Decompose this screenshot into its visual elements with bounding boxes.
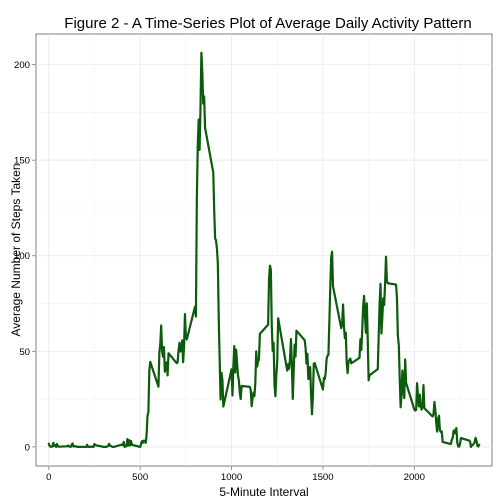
y-tick-label: 200 <box>14 60 30 71</box>
y-axis-title: Average Number of Steps Taken <box>9 164 23 337</box>
y-tick-label: 100 <box>14 251 30 262</box>
y-tick-label: 150 <box>14 156 30 167</box>
data-layer <box>47 51 481 448</box>
y-tick-label: 0 <box>25 442 30 453</box>
y-tick-label: 50 <box>19 347 30 358</box>
gridlines <box>36 34 492 466</box>
series-line <box>47 51 481 448</box>
axis-ticks: 0 500 1000 1500 2000 0 50 100 150 200 <box>14 60 425 483</box>
chart-title: Figure 2 - A Time-Series Plot of Average… <box>64 15 471 32</box>
x-axis-title: 5-Minute Interval <box>219 485 308 499</box>
x-tick-label: 2000 <box>404 472 425 483</box>
x-tick-label: 1000 <box>221 472 242 483</box>
x-tick-label: 0 <box>46 472 51 483</box>
x-tick-label: 1500 <box>312 472 333 483</box>
x-tick-label: 500 <box>132 472 148 483</box>
